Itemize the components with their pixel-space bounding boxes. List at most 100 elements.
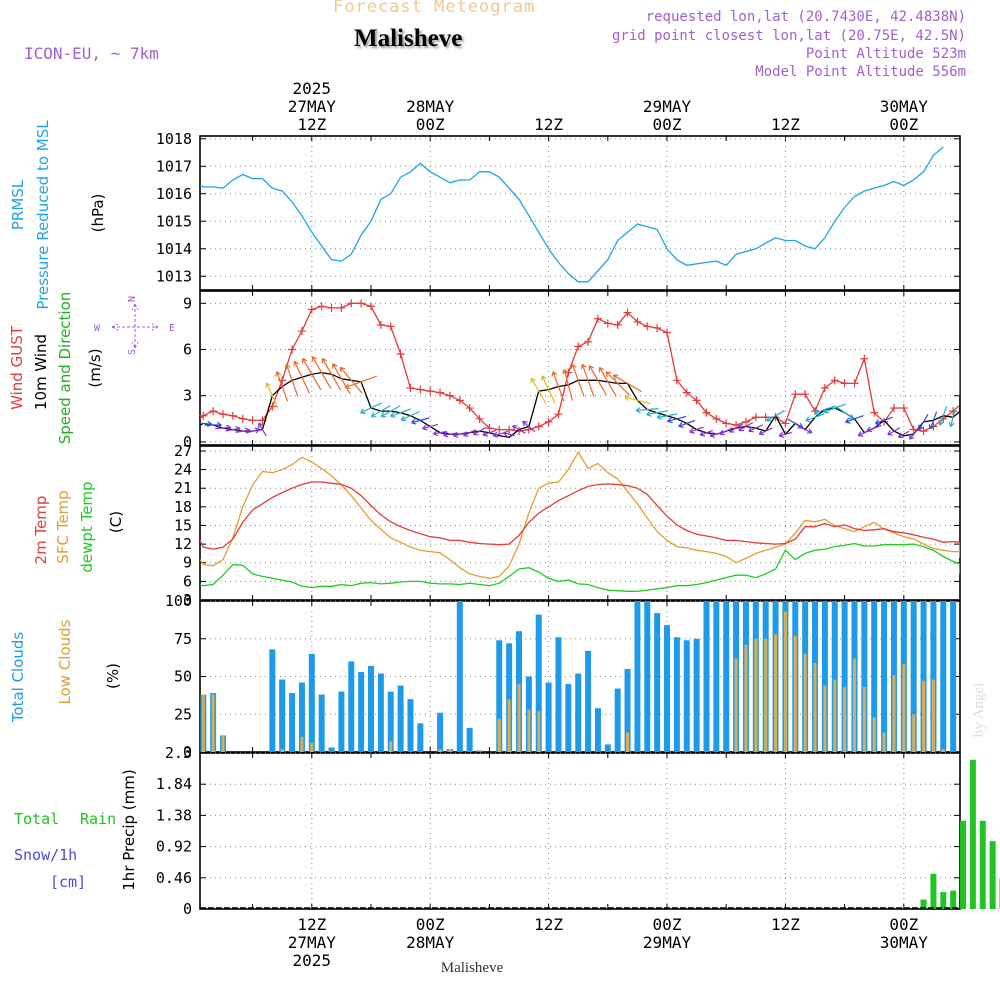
low-cloud-bar <box>734 658 738 752</box>
wind-direction-arrow <box>321 357 342 391</box>
total-cloud-bar <box>555 637 562 752</box>
total-cloud-bar <box>703 601 710 752</box>
gust-point-marker <box>534 422 543 431</box>
bottom-time-label: 27MAY <box>288 933 337 952</box>
low-cloud-bar <box>744 644 748 752</box>
gust-point-marker <box>801 390 810 399</box>
top-time-label: 12Z <box>771 115 800 134</box>
wind-direction-arrow <box>778 431 792 438</box>
series-prmsl-line <box>200 146 944 283</box>
bottom-time-label: 12Z <box>534 915 563 934</box>
ylabel-sfc-temp: SFC Temp <box>54 490 72 563</box>
gust-point-marker <box>357 299 366 308</box>
ylabel-total-clouds: Total Clouds <box>9 632 27 724</box>
legend-snow-unit: [cm] <box>50 873 86 891</box>
wind-direction-arrow <box>928 411 938 430</box>
gust-point-marker <box>791 390 800 399</box>
low-cloud-bar <box>211 694 215 752</box>
top-time-label: 12Z <box>534 115 563 134</box>
total-cloud-bar <box>318 694 325 752</box>
ytick-label-pressure: 1017 <box>156 157 192 175</box>
gust-point-marker <box>919 427 928 436</box>
grid-coords: grid point closest lon,lat (20.75E, 42.5… <box>611 28 966 44</box>
gust-point-marker <box>495 425 504 434</box>
gust-point-marker <box>209 407 218 416</box>
gust-point-marker <box>663 328 672 337</box>
gust-point-marker <box>347 299 356 308</box>
gust-point-marker <box>505 425 514 434</box>
wind-direction-arrow <box>562 368 574 401</box>
total-cloud-bar <box>831 601 838 752</box>
low-cloud-bar <box>527 709 531 752</box>
gust-point-marker <box>584 337 593 346</box>
wind-direction-arrow <box>411 417 430 425</box>
top-time-label: 00Z <box>889 115 918 134</box>
low-cloud-bar <box>280 748 284 752</box>
low-cloud-bar <box>922 681 926 752</box>
wind-direction-arrow <box>758 427 773 436</box>
total-cloud-bar <box>289 693 296 752</box>
ylabel-wind-gust: Wind GUST <box>8 325 26 410</box>
total-cloud-bar <box>377 673 384 752</box>
gust-point-marker <box>317 302 326 311</box>
wind-direction-arrow <box>612 374 643 393</box>
gust-point-marker <box>199 411 208 420</box>
bottom-location-label: Malisheve <box>441 960 504 976</box>
bottom-time-label: 00Z <box>416 915 445 934</box>
wind-direction-arrow <box>344 375 378 390</box>
gust-point-marker <box>426 387 435 396</box>
total-cloud-bar <box>535 614 542 752</box>
wind-direction-arrow <box>588 365 607 396</box>
total-cloud-bar <box>348 661 355 752</box>
wind-direction-arrow <box>433 430 447 437</box>
wind-direction-arrow <box>845 415 864 424</box>
requested-coords: requested lon,lat (20.7430E, 42.4838N) <box>645 9 966 25</box>
gust-point-marker <box>218 410 227 419</box>
total-cloud-bar <box>417 723 424 752</box>
wind-direction-arrow <box>380 405 401 418</box>
wind-direction-arrow <box>938 405 948 426</box>
legend-snow: Snow/1h <box>14 846 77 864</box>
gust-point-marker <box>870 408 879 417</box>
compass-rose-icon <box>111 303 159 349</box>
precip-bar <box>940 892 947 909</box>
ylabel-low-clouds: Low Clouds <box>56 619 74 704</box>
wind-direction-arrow <box>728 423 744 433</box>
precip-bar <box>930 873 937 909</box>
total-cloud-bar <box>496 640 503 752</box>
precip-bar <box>920 899 927 909</box>
bottom-time-label: 2025 <box>293 951 332 970</box>
ytick-label-wind: 0 <box>183 433 192 451</box>
low-cloud-bar <box>941 748 945 752</box>
gust-point-marker <box>544 417 553 426</box>
low-cloud-bar <box>221 735 225 752</box>
wind-direction-arrow <box>766 410 785 422</box>
low-cloud-bar <box>754 638 758 752</box>
wind-direction-arrow <box>339 366 363 394</box>
wind-direction-arrow <box>284 363 299 397</box>
gust-point-marker <box>406 384 415 393</box>
wind-direction-arrow <box>225 425 241 433</box>
ytick-label-precip: 1.84 <box>156 775 192 793</box>
low-cloud-bar <box>517 684 521 752</box>
ylabel-pressure: Pressure Reduced to MSL <box>34 120 52 310</box>
total-cloud-bar <box>397 685 404 752</box>
total-cloud-bar <box>308 653 315 752</box>
bottom-time-label: 30MAY <box>880 933 929 952</box>
wind-direction-arrow <box>400 410 420 422</box>
gust-point-marker <box>889 404 898 413</box>
total-cloud-bar <box>683 640 690 752</box>
model-altitude: Model Point Altitude 556m <box>755 64 966 80</box>
ytick-label-pressure: 1014 <box>156 240 192 258</box>
series-sfc-temp-line <box>200 450 960 579</box>
location-title: Malisheve <box>354 25 463 52</box>
gust-point-marker <box>574 342 583 351</box>
total-cloud-bar <box>920 601 927 752</box>
total-cloud-bar <box>634 601 641 752</box>
ytick-label-clouds: 100 <box>165 592 192 610</box>
watermark-text: by Angel <box>971 683 987 738</box>
wind-direction-arrow <box>908 428 919 440</box>
wind-direction-arrow <box>302 357 322 391</box>
total-cloud-bar <box>910 601 917 752</box>
